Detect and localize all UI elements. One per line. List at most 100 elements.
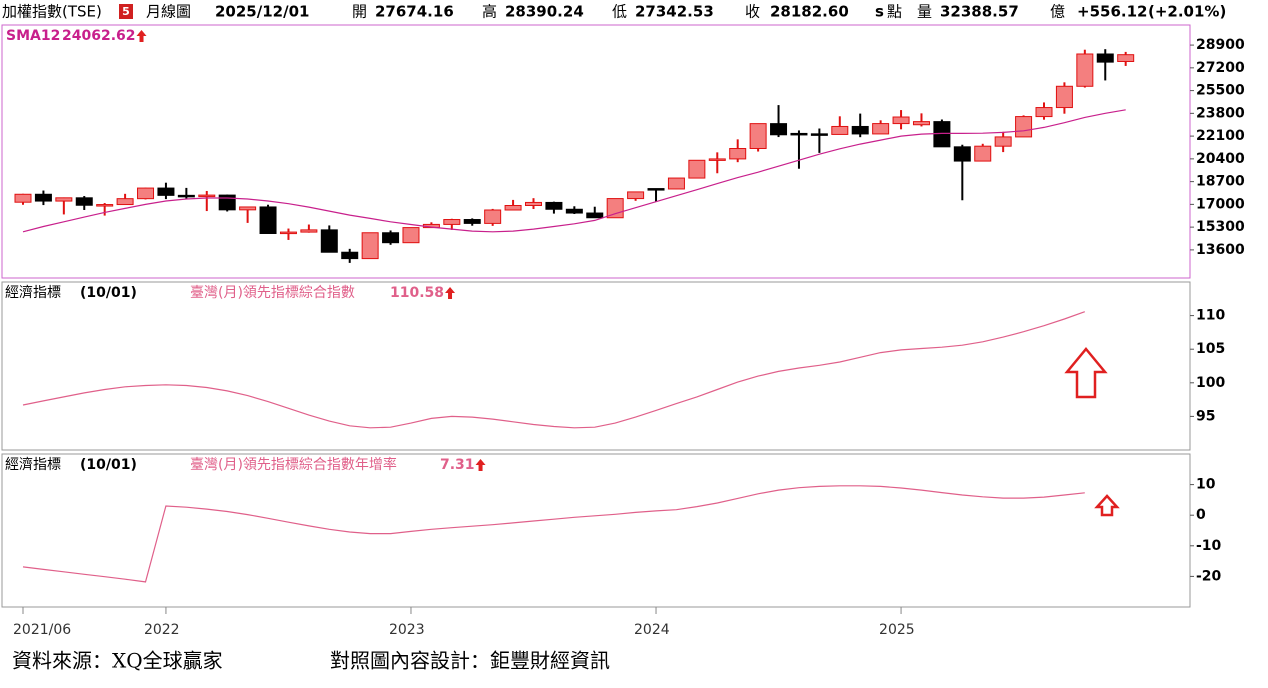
candle-body	[177, 194, 195, 198]
candle-body	[361, 232, 379, 260]
series-value: 7.31	[440, 457, 475, 473]
candle-body	[545, 201, 563, 210]
indicator-label: 經濟指標	[5, 285, 61, 301]
volume-value: 32388.57	[940, 3, 1019, 21]
up-indicator	[136, 30, 147, 42]
close-label: 收	[745, 3, 760, 21]
candle-body	[912, 121, 930, 126]
y-tick-label: 20400	[1196, 151, 1245, 167]
date-label: (10/01)	[80, 457, 137, 473]
title: 加權指數(TSE)	[2, 3, 102, 21]
y-tick-label: 25500	[1196, 83, 1245, 99]
candle-body	[402, 227, 420, 244]
sma-line	[22, 109, 1126, 233]
y-tick-label: 15300	[1196, 219, 1245, 235]
y-tick-label: 100	[1196, 375, 1225, 391]
candle-body	[320, 229, 338, 253]
y-tick-label: 10	[1196, 477, 1216, 493]
x-tick-label: 2022	[144, 622, 180, 638]
big-up-arrow	[1064, 347, 1108, 399]
candle-body	[749, 123, 767, 150]
series-value: 110.58	[390, 285, 444, 301]
candle-body	[1096, 53, 1114, 63]
candle-body	[55, 197, 73, 202]
candle-body	[708, 158, 726, 161]
date-label: (10/01)	[80, 285, 137, 301]
y-tick-label: 105	[1196, 341, 1225, 357]
series-name: 臺灣(月)領先指標綜合指數年增率	[190, 456, 397, 473]
x-tick-label: 2023	[389, 622, 425, 638]
candle-body	[504, 205, 522, 211]
y-tick-label: 110	[1196, 308, 1225, 324]
sma-name: SMA12	[6, 28, 60, 44]
candle-body	[1035, 107, 1053, 118]
change: +556.12	[1077, 3, 1147, 21]
y-tick-label: 17000	[1196, 196, 1245, 212]
period: 月線圖	[146, 3, 191, 21]
candle-body	[606, 198, 624, 219]
y-tick-label: 18700	[1196, 174, 1245, 190]
candle-body	[994, 136, 1012, 147]
y-tick-label: -20	[1196, 568, 1222, 584]
candle-body	[382, 232, 400, 244]
candle-body	[667, 177, 685, 190]
candle-body	[565, 208, 583, 214]
candle-body	[1117, 54, 1135, 62]
candle-body	[729, 148, 747, 160]
open-value: 27674.16	[375, 3, 454, 21]
close-flag: s	[875, 3, 884, 21]
candle-body	[443, 219, 461, 225]
change-pct: (+2.01%)	[1148, 3, 1226, 21]
low-value: 27342.53	[635, 3, 714, 21]
up-indicator	[475, 459, 486, 471]
candle-body	[218, 194, 236, 211]
volume-label: 量	[917, 3, 932, 21]
candle-body	[627, 191, 645, 200]
close-value: 28182.60	[770, 3, 849, 21]
candle-body	[851, 125, 869, 135]
unit: 點	[887, 3, 902, 21]
candle-body	[1055, 85, 1073, 109]
y-tick-label: 28900	[1196, 37, 1245, 53]
candle-body	[300, 229, 318, 233]
candle-body	[872, 123, 890, 135]
candle-body	[198, 194, 216, 198]
y-tick-label: 22100	[1196, 128, 1245, 144]
candle-body	[586, 212, 604, 219]
candle-body	[137, 187, 155, 200]
candle-body	[831, 125, 849, 135]
candle-body	[279, 231, 297, 235]
candle-body	[974, 145, 992, 162]
candle-body	[933, 121, 951, 148]
candle-body	[647, 188, 665, 191]
high-label: 高	[482, 3, 497, 21]
low-label: 低	[612, 3, 627, 21]
candle-body	[239, 206, 257, 211]
series-name: 臺灣(月)領先指標綜合指數	[190, 284, 355, 301]
candle-body	[463, 219, 481, 224]
y-tick-label: 95	[1196, 408, 1215, 424]
candle-body	[14, 193, 32, 203]
candle-body	[259, 206, 277, 234]
candle-body	[1076, 53, 1094, 87]
candle-body	[96, 204, 114, 207]
candle-body	[1015, 116, 1033, 138]
candle-body	[810, 133, 828, 136]
design-credit: 對照圖內容設計：鉅豐財經資訊	[330, 649, 610, 673]
indicator-label: 經濟指標	[5, 457, 61, 473]
candle-body	[770, 123, 788, 136]
x-tick-label: 2024	[634, 622, 670, 638]
candle-body	[75, 197, 93, 206]
y-tick-label: 27200	[1196, 60, 1245, 76]
date: 2025/12/01	[215, 3, 309, 21]
candle-body	[34, 193, 52, 202]
candle-body	[688, 159, 706, 179]
candle-body	[116, 198, 134, 206]
high-value: 28390.24	[505, 3, 584, 21]
header: 加權指數(TSE) 5 月線圖 2025/12/01 開 27674.16 高 …	[2, 3, 1226, 21]
x-tick-label: 2021/06	[13, 622, 71, 638]
volume-unit: 億	[1050, 3, 1065, 21]
candle-body	[892, 116, 910, 125]
